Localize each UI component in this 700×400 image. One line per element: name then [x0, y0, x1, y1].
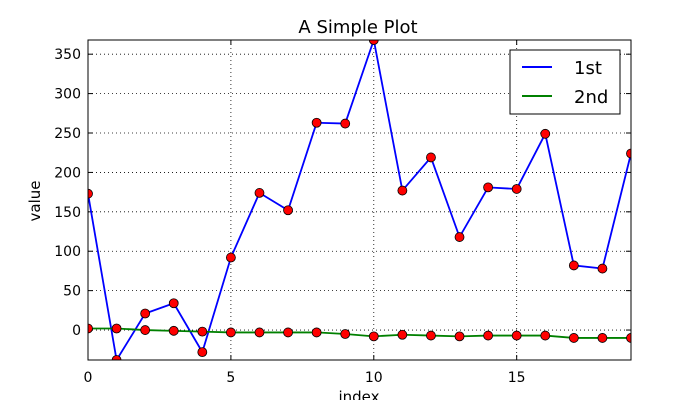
y-tick-label: 350 — [54, 47, 81, 63]
data-point-1st — [626, 148, 631, 159]
data-point-2nd — [368, 331, 379, 342]
data-point-2nd — [225, 327, 236, 338]
data-point-1st — [225, 252, 236, 263]
series-layer — [88, 40, 631, 360]
data-point-2nd — [197, 326, 208, 337]
series-line-1st — [88, 40, 631, 360]
data-point-1st — [140, 308, 151, 319]
data-point-1st — [340, 118, 351, 129]
data-point-2nd — [426, 330, 436, 341]
legend: 1st 2nd — [509, 49, 621, 115]
y-tick-label: 300 — [54, 87, 81, 103]
data-point-1st — [88, 188, 93, 199]
data-point-1st — [168, 298, 179, 309]
x-axis-label: index — [338, 388, 379, 400]
chart-title: A Simple Plot — [298, 17, 417, 38]
data-point-2nd — [340, 329, 351, 339]
data-point-1st — [568, 260, 579, 271]
x-tick-label: 15 — [508, 370, 526, 386]
data-point-1st — [254, 188, 265, 198]
y-tick-label: 250 — [54, 126, 81, 142]
y-tick-label: 200 — [54, 165, 81, 181]
data-point-1st — [426, 152, 436, 163]
y-tick-label: 0 — [72, 323, 81, 339]
data-point-2nd — [283, 327, 293, 338]
y-tick-label: 100 — [54, 244, 81, 260]
data-point-1st — [311, 117, 322, 128]
legend-box — [509, 49, 621, 115]
data-point-2nd — [626, 333, 631, 343]
data-point-1st — [111, 355, 122, 360]
data-point-2nd — [397, 329, 408, 340]
data-point-1st — [597, 263, 608, 274]
data-point-2nd — [140, 325, 151, 335]
data-point-1st — [368, 40, 379, 45]
x-tick-label: 10 — [365, 370, 383, 386]
data-point-2nd — [540, 330, 551, 341]
plot-area — [88, 40, 631, 360]
data-point-2nd — [111, 323, 122, 334]
data-point-1st — [511, 184, 522, 194]
data-point-2nd — [454, 331, 465, 342]
y-axis-label: value — [26, 181, 44, 222]
data-point-2nd — [254, 327, 265, 338]
data-point-2nd — [168, 325, 179, 336]
data-point-2nd — [88, 323, 93, 334]
data-point-2nd — [597, 333, 608, 343]
data-point-1st — [454, 232, 465, 242]
plot-frame — [87, 39, 632, 361]
data-point-1st — [540, 128, 551, 139]
data-point-1st — [397, 185, 408, 196]
data-point-1st — [197, 347, 208, 358]
legend-label-2nd: 2nd — [574, 87, 608, 108]
data-point-2nd — [483, 330, 494, 341]
data-point-2nd — [568, 333, 579, 343]
y-tick-label: 50 — [63, 284, 81, 300]
data-point-2nd — [311, 327, 322, 338]
x-tick-label: 0 — [84, 370, 93, 386]
data-point-2nd — [511, 330, 522, 341]
y-tick-label: 150 — [54, 205, 81, 221]
x-tick-label: 5 — [226, 370, 235, 386]
data-point-1st — [483, 182, 494, 193]
legend-label-1st: 1st — [574, 58, 602, 79]
data-point-1st — [283, 205, 293, 216]
